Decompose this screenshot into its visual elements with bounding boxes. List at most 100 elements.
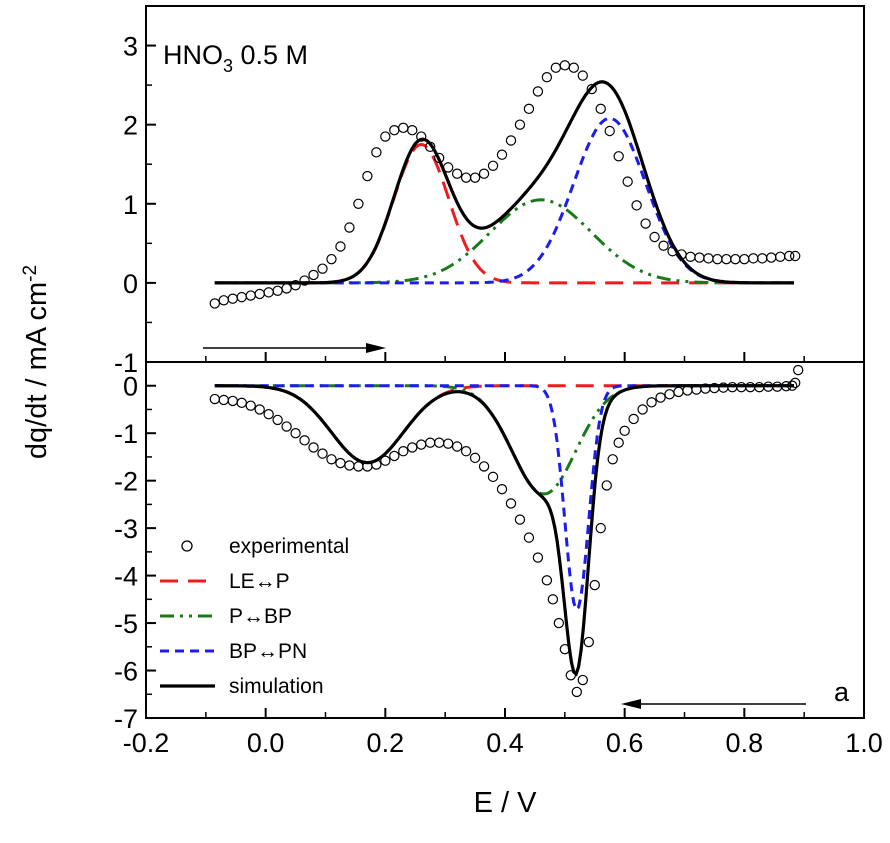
x-tick-label: 1.0 (845, 728, 883, 758)
experimental-point (787, 380, 798, 391)
experimental-point (254, 288, 265, 300)
legend-label: BP↔PN (229, 640, 307, 663)
experimental-point (784, 250, 795, 262)
experimental-point (308, 442, 319, 453)
experimental-point (532, 86, 544, 97)
experimental-point (433, 437, 445, 448)
experimental-point (281, 283, 292, 294)
experimental-point (673, 386, 684, 398)
experimental-point (344, 460, 355, 471)
experimental-point (245, 290, 256, 301)
y-tick-label: -2 (114, 467, 138, 497)
simulation-curve (214, 384, 794, 677)
experimental-point (637, 404, 648, 415)
y-tick-label: 2 (123, 111, 138, 141)
experimental-point (505, 498, 517, 509)
experimental-point (218, 394, 229, 406)
experimental-point (586, 83, 597, 95)
experimental-point (577, 674, 588, 686)
experimental-point (290, 280, 301, 291)
y-axis-title-sup: -2 (20, 265, 41, 282)
experimental-point (353, 198, 364, 209)
legend-label: P↔BP (229, 605, 292, 628)
electrolyte-subscript: 3 (223, 56, 233, 76)
experimental-point (380, 455, 391, 466)
experimental-point (317, 263, 328, 274)
experimental-point (407, 125, 418, 136)
experimental-point (218, 295, 229, 306)
experimental-point (469, 172, 481, 183)
simulation-curve (214, 80, 794, 285)
x-tick-label: 0.4 (486, 728, 524, 758)
experimental-point (685, 251, 696, 262)
legend-label: simulation (229, 675, 324, 698)
experimental-point (523, 103, 535, 115)
experimental-point (299, 275, 310, 286)
experimental-point (792, 364, 804, 376)
y-tick-label: -6 (114, 657, 138, 687)
experimental-point (607, 454, 618, 465)
x-axis-title: E / V (474, 787, 538, 819)
experimental-point (236, 291, 247, 303)
experimental-point (775, 251, 786, 262)
experimental-point (326, 454, 337, 465)
experimental-point (227, 395, 238, 407)
experimental-point (335, 241, 346, 252)
experimental-point (272, 414, 283, 426)
experimental-point (209, 393, 221, 405)
experimental-point (553, 617, 565, 629)
y-tick-label: -7 (114, 704, 138, 734)
experimental-point (646, 397, 657, 408)
experimental-point (559, 60, 571, 71)
experimental-point (478, 168, 490, 179)
y-tick-label: -1 (114, 348, 138, 378)
x-axis: -0.2 0.0 0.2 0.4 0.6 0.8 1.0 (123, 352, 883, 758)
experimental-point (451, 441, 463, 452)
experimental-point (628, 413, 639, 425)
experimental-point (245, 400, 256, 411)
experimental-point (416, 131, 427, 142)
experimental-point (730, 253, 741, 265)
experimental-point (577, 70, 588, 81)
experimental-point (789, 377, 801, 389)
experimental-point (655, 392, 666, 403)
experimental-point (398, 446, 409, 457)
experimental-point (326, 253, 337, 265)
experimental-point (658, 240, 669, 251)
experimental-point (389, 125, 400, 136)
experimental-point (703, 253, 714, 264)
experimental-point (317, 448, 328, 459)
x-tick-label: 0.8 (726, 728, 764, 758)
x-tick-label: 0.2 (367, 728, 405, 758)
experimental-point (478, 461, 490, 472)
experimental-point (568, 62, 580, 73)
y-tick-label: 1 (123, 190, 138, 220)
legend-label: experimental (229, 535, 349, 558)
experimental-point (451, 168, 463, 179)
experimental-point (532, 552, 544, 563)
experimental-point (748, 253, 759, 264)
experimental-point (353, 461, 364, 472)
series-shortdash-curve (214, 384, 794, 613)
experimental-point (565, 670, 577, 681)
experimental-point (640, 218, 651, 229)
experimental-point (604, 125, 615, 137)
experimental-point (559, 643, 571, 655)
x-tick-label: -0.2 (123, 728, 170, 758)
experimental-point (442, 438, 454, 449)
y-axis-title: dq/dt / mA cm-2 (20, 265, 53, 459)
experimental-point (766, 252, 777, 263)
experimental-point (541, 71, 553, 83)
legend-marker-experimental (181, 540, 193, 552)
experimental-point (496, 484, 508, 495)
experimental-point (272, 285, 283, 296)
experimental-point (649, 231, 660, 243)
experimental-point (595, 522, 606, 534)
experimental-point (398, 122, 409, 134)
experimental-point (547, 594, 559, 605)
series-shortdash-curve (214, 116, 794, 285)
experimental-point (209, 298, 221, 309)
electrolyte-label: HNO3 0.5 M (163, 40, 308, 76)
experimental-point (550, 62, 562, 73)
experimental-point (460, 446, 472, 457)
